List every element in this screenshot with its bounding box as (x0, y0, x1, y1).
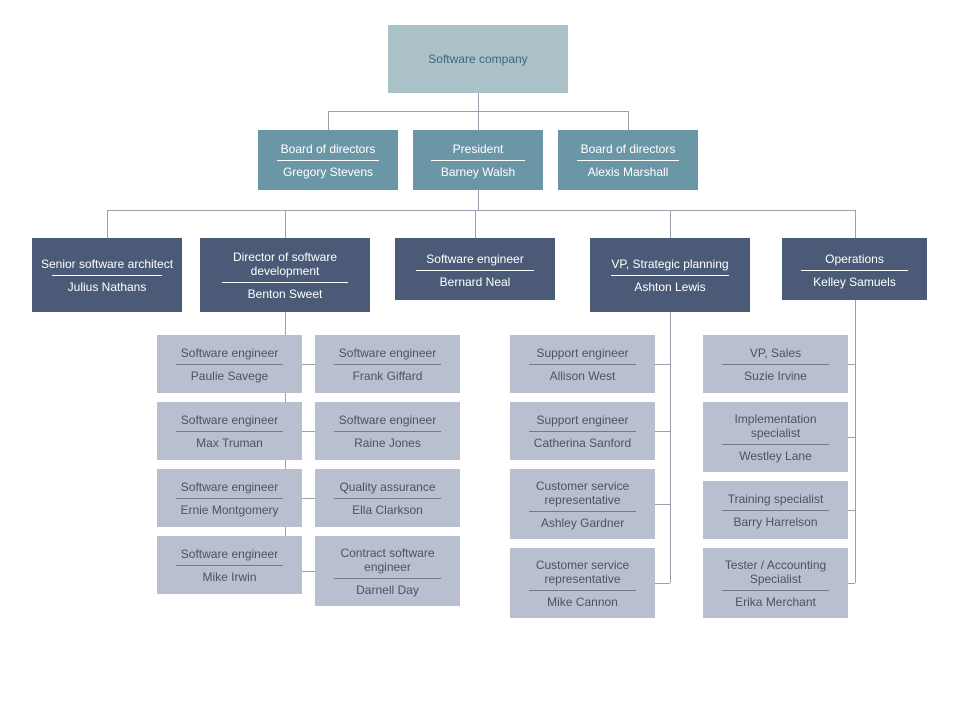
org-l2-node: President Barney Walsh (413, 130, 543, 190)
org-l3-node: VP, Strategic planning Ashton Lewis (590, 238, 750, 312)
node-title: VP, Strategic planning (596, 253, 744, 275)
node-name: Gregory Stevens (264, 161, 392, 183)
node-title: President (419, 138, 537, 160)
node-name: Julius Nathans (38, 276, 176, 298)
node-name: Paulie Savege (163, 365, 296, 387)
org-l3-node: Senior software architect Julius Nathans (32, 238, 182, 312)
connector-line (475, 210, 476, 238)
node-name: Alexis Marshall (564, 161, 692, 183)
node-title: Software engineer (163, 543, 296, 565)
org-l4-node: Software engineerPaulie Savege (157, 335, 302, 393)
org-root-title: Software company (394, 32, 562, 86)
node-title: Software engineer (163, 476, 296, 498)
connector-line (855, 210, 856, 238)
node-name: Ernie Montgomery (163, 499, 296, 521)
node-name: Raine Jones (321, 432, 454, 454)
node-title: Software engineer (163, 409, 296, 431)
node-name: Bernard Neal (401, 271, 549, 293)
node-name: Darnell Day (321, 579, 454, 601)
org-l4-node: Customer service representativeAshley Ga… (510, 469, 655, 539)
node-title: Quality assurance (321, 476, 454, 498)
node-title: VP, Sales (709, 342, 842, 364)
org-l4-node: Software engineerRaine Jones (315, 402, 460, 460)
connector-line (670, 312, 671, 583)
connector-line (478, 93, 479, 111)
node-name: Suzie Irvine (709, 365, 842, 387)
connector-line (478, 190, 479, 210)
node-title: Software engineer (401, 248, 549, 270)
node-name: Kelley Samuels (788, 271, 921, 293)
node-name: Ella Clarkson (321, 499, 454, 521)
node-title: Tester / Accounting Specialist (709, 554, 842, 590)
connector-line (285, 210, 286, 238)
node-name: Mike Cannon (516, 591, 649, 613)
connector-line (655, 583, 670, 584)
node-title: Training specialist (709, 488, 842, 510)
node-name: Barry Harrelson (709, 511, 842, 533)
node-name: Catherina Sanford (516, 432, 649, 454)
node-name: Allison West (516, 365, 649, 387)
org-l4-node: Software engineerErnie Montgomery (157, 469, 302, 527)
node-name: Max Truman (163, 432, 296, 454)
node-title: Support engineer (516, 342, 649, 364)
org-l4-node: Support engineerAllison West (510, 335, 655, 393)
node-title: Board of directors (564, 138, 692, 160)
node-name: Erika Merchant (709, 591, 842, 613)
node-title: Customer service representative (516, 554, 649, 590)
node-title: Contract software engineer (321, 542, 454, 578)
org-l4-node: Implementation specialistWestley Lane (703, 402, 848, 472)
org-l2-node: Board of directors Alexis Marshall (558, 130, 698, 190)
node-title: Director of software development (206, 246, 364, 282)
org-l4-node: Training specialistBarry Harrelson (703, 481, 848, 539)
node-title: Senior software architect (38, 253, 176, 275)
connector-line (655, 504, 670, 505)
node-title: Board of directors (264, 138, 392, 160)
org-root-node: Software company (388, 25, 568, 93)
connector-line (328, 111, 329, 130)
org-l4-node: Contract software engineerDarnell Day (315, 536, 460, 606)
connector-line (655, 364, 670, 365)
node-title: Support engineer (516, 409, 649, 431)
org-l4-node: Customer service representativeMike Cann… (510, 548, 655, 618)
connector-line (478, 111, 479, 130)
node-title: Software engineer (321, 342, 454, 364)
node-name: Mike Irwin (163, 566, 296, 588)
node-title: Software engineer (163, 342, 296, 364)
node-title: Operations (788, 248, 921, 270)
connector-line (848, 583, 855, 584)
org-l3-node: Operations Kelley Samuels (782, 238, 927, 300)
node-title: Software engineer (321, 409, 454, 431)
connector-line (107, 210, 108, 238)
node-name: Ashley Gardner (516, 512, 649, 534)
connector-line (670, 210, 671, 238)
node-title: Implementation specialist (709, 408, 842, 444)
node-name: Ashton Lewis (596, 276, 744, 298)
connector-line (855, 300, 856, 583)
node-name: Westley Lane (709, 445, 842, 467)
org-l4-node: VP, SalesSuzie Irvine (703, 335, 848, 393)
node-name: Benton Sweet (206, 283, 364, 305)
org-l4-node: Support engineerCatherina Sanford (510, 402, 655, 460)
org-l4-node: Software engineerFrank Giffard (315, 335, 460, 393)
org-l4-node: Tester / Accounting SpecialistErika Merc… (703, 548, 848, 618)
node-name: Barney Walsh (419, 161, 537, 183)
org-l3-node: Software engineer Bernard Neal (395, 238, 555, 300)
node-title: Customer service representative (516, 475, 649, 511)
org-l4-node: Software engineerMax Truman (157, 402, 302, 460)
org-l2-node: Board of directors Gregory Stevens (258, 130, 398, 190)
node-name: Frank Giffard (321, 365, 454, 387)
org-l4-node: Software engineerMike Irwin (157, 536, 302, 594)
connector-line (655, 431, 670, 432)
connector-line (107, 210, 855, 211)
org-l4-node: Quality assuranceElla Clarkson (315, 469, 460, 527)
connector-line (628, 111, 629, 130)
org-l3-node: Director of software development Benton … (200, 238, 370, 312)
